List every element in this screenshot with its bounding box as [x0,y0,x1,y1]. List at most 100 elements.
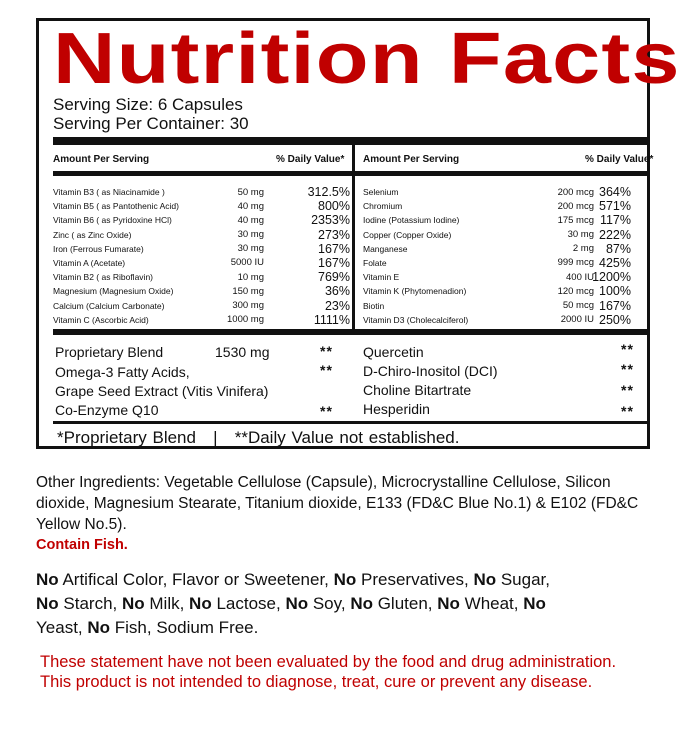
nutrient-row: Vitamin E 400 IU 1200% [363,270,657,284]
nutrient-amount: 30 mg [567,229,594,241]
nutrient-name: Folate [363,257,387,268]
nutrition-facts-panel: Nutrition Facts Serving Size: 6 Capsules… [36,18,679,449]
nutrient-amount: 10 mg [237,271,264,283]
free-from-text: Milk, [144,594,190,613]
column-divider [352,140,355,334]
nutrient-amount: 200 mcg [557,200,594,212]
nutrient-row: Chromium 200 mcg 571% [363,199,657,213]
free-from-text: Fish, Sodium Free. [110,618,259,637]
dci-label: D-Chiro-Inositol (DCI) [363,363,498,379]
grape-seed-label: Grape Seed Extract (Vitis Vinifera) [55,383,269,399]
thick-divider [53,137,647,145]
footnote-divider [53,421,647,424]
nutrient-name: Vitamin B2 ( as Riboflavin) [53,272,153,283]
nutrient-row: Manganese 2 mg 87% [363,242,657,256]
other-ingredients: Other Ingredients: Vegetable Cellulose (… [36,474,639,533]
proprietary-blend-amount: 1530 mg [215,344,270,360]
blend-stars: ** [621,403,634,419]
free-from-text: Lactose, [211,594,286,613]
no-word: No [350,594,373,613]
blend-stars: ** [320,343,333,359]
serving-size: Serving Size: 6 Capsules [53,95,243,114]
nutrient-row: Vitamin B2 ( as Riboflavin) 10 mg 769% [53,270,350,284]
nutrient-name: Biotin [363,300,385,311]
nutrient-row: Vitamin K (Phytomenadion) 120 mcg 100% [363,284,657,298]
nutrient-daily-value: 425% [599,255,631,270]
free-from-text: Wheat, [459,594,524,613]
coq10-label: Co-Enzyme Q10 [55,402,159,418]
nutrient-amount: 5000 IU [230,257,264,269]
nutrient-row: Vitamin C (Ascorbic Acid) 1000 mg 1111% [53,313,350,327]
blend-divider [53,329,647,335]
left-nutrient-list: Vitamin B3 ( as Niacinamide ) 50 mg 312.5%… [53,185,350,327]
nutrient-name: Magnesium (Magnesium Oxide) [53,286,174,297]
nutrient-row: Vitamin B6 ( as Pyridoxine HCl) 40 mg 2353… [53,213,350,227]
free-from-text: Starch, [58,594,122,613]
nutrition-facts-title: Nutrition Facts [53,19,681,99]
blend-stars: ** [621,361,634,377]
right-nutrient-list: Selenium 200 mcg 364% Chromium 200 mcg 571% … [363,185,657,327]
nutrient-name: Vitamin B3 ( as Niacinamide ) [53,187,165,197]
free-from-text: Preservatives, [356,570,474,589]
nutrient-amount: 2000 IU [560,314,594,326]
no-word: No [189,594,212,613]
free-from-text: Sugar, [496,570,550,589]
nutrient-name: Selenium [363,187,399,197]
nutrient-amount: 120 mcg [557,285,594,297]
nutrient-daily-value: 167% [599,298,631,313]
nutrient-row: Zinc ( as Zinc Oxide) 30 mg 273% [53,228,350,242]
nutrient-daily-value: 273% [318,227,350,242]
header-divider [53,171,647,176]
nutrient-daily-value: 1111% [313,312,350,327]
nutrient-amount: 175 mcg [557,214,594,226]
nutrient-amount: 1000 mg [227,314,264,326]
nutrient-row: Iron (Ferrous Fumarate) 30 mg 167% [53,242,350,256]
nutrient-amount: 50 mg [237,186,264,198]
nutrient-row: Selenium 200 mcg 364% [363,185,657,199]
nutrient-row: Vitamin B5 ( as Pantothenic Acid) 40 mg 80… [53,199,350,213]
nutrient-daily-value: 250% [599,312,631,327]
nutrient-row: Biotin 50 mcg 167% [363,299,657,313]
nutrient-daily-value: 167% [318,241,350,256]
right-amount-header: Amount Per Serving [363,154,460,165]
nutrient-name: Copper (Copper Oxide) [363,229,452,240]
nutrient-row: Vitamin D3 (Cholecalciferol) 2000 IU 250% [363,313,657,327]
nutrient-daily-value: 1200% [592,270,631,285]
nutrient-amount: 30 mg [237,229,264,241]
nutrient-name: Zinc ( as Zinc Oxide) [53,229,132,240]
nutrient-row: Vitamin A (Acetate) 5000 IU 167% [53,256,350,270]
nutrient-daily-value: 2353% [311,213,350,228]
no-word: No [87,618,111,637]
nutrient-daily-value: 36% [324,284,350,299]
nutrient-daily-value: 364% [599,185,631,199]
omega-3-label: Omega-3 Fatty Acids, [55,364,190,380]
nutrient-amount: 30 mg [237,243,264,255]
footnote: *Proprietary Blend | **Daily Value not e… [57,428,460,447]
nutrient-name: Vitamin K (Phytomenadion) [363,286,467,297]
no-word: No [36,570,59,589]
free-from-text: Gluten, [372,594,438,613]
free-from-text: Artifical Color, Flavor or Sweetener, [58,570,334,589]
nutrient-name: Vitamin C (Ascorbic Acid) [53,314,149,325]
blend-stars: ** [621,341,634,357]
nutrient-amount: 200 mcg [557,186,594,198]
nutrient-amount: 999 mcg [557,257,594,269]
nutrient-amount: 40 mg [237,214,264,226]
no-word: No [36,594,59,613]
nutrient-daily-value: 571% [599,199,631,214]
nutrient-row: Copper (Copper Oxide) 30 mg 222% [363,228,657,242]
right-daily-value-header: % Daily Value* [585,154,654,165]
nutrient-name: Iron (Ferrous Fumarate) [53,243,144,254]
nutrient-name: Iodine (Potassium Iodine) [363,215,460,226]
no-word: No [473,570,497,589]
nutrient-amount: 150 mg [232,285,264,297]
blend-stars: ** [320,403,333,419]
nutrient-name: Manganese [363,243,408,254]
left-daily-value-header: % Daily Value* [276,154,345,165]
free-from-text: Yeast, [36,618,88,637]
nutrient-name: Vitamin B6 ( as Pyridoxine HCl) [53,215,172,226]
no-word: No [121,594,145,613]
hesperidin-label: Hesperidin [363,401,430,417]
free-from-text: Soy, [308,594,351,613]
nutrient-name: Vitamin E [363,272,400,283]
